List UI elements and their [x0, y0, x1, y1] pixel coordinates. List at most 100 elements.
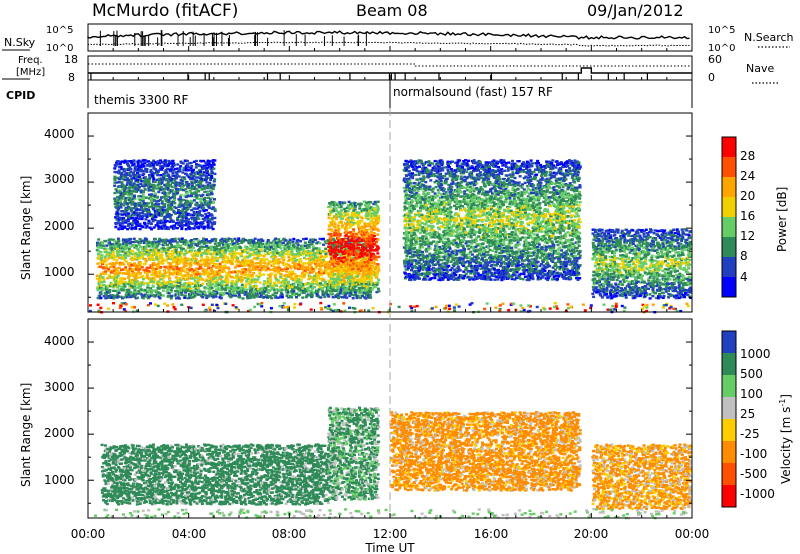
heatmap-cell — [220, 286, 224, 289]
heatmap-cell — [262, 283, 266, 286]
heatmap-cell — [127, 205, 130, 209]
heatmap-cell — [205, 255, 209, 258]
heatmap-cell — [250, 259, 254, 262]
heatmap-cell — [119, 201, 123, 204]
heatmap-cell — [282, 277, 286, 281]
heatmap-cell — [127, 178, 130, 182]
heatmap-cell — [120, 173, 123, 177]
heatmap-cell — [183, 256, 187, 260]
heatmap-cell — [124, 254, 127, 257]
heatmap-cell — [145, 274, 149, 277]
heatmap-cell — [108, 241, 112, 244]
heatmap-cell — [220, 240, 224, 243]
heatmap-cell — [222, 243, 226, 247]
heatmap-cell — [279, 296, 283, 299]
heatmap-cell — [226, 239, 230, 242]
heatmap-cell — [210, 192, 214, 196]
heatmap-cell — [129, 282, 133, 285]
heatmap-cell — [152, 251, 156, 254]
heatmap-cell — [309, 289, 313, 293]
heatmap-cell — [134, 252, 138, 255]
heatmap-cell — [186, 243, 189, 247]
heatmap-cell — [316, 264, 320, 267]
heatmap-cell — [172, 271, 176, 274]
heatmap-cell — [193, 173, 197, 176]
nave-trace — [88, 63, 692, 67]
heatmap-cell — [257, 238, 261, 242]
heatmap-cell — [147, 245, 151, 248]
heatmap-cell — [100, 281, 104, 284]
heatmap-cell — [258, 272, 262, 275]
heatmap-cell — [307, 277, 311, 281]
heatmap-cell — [123, 277, 127, 281]
heatmap-cell — [244, 270, 248, 273]
heatmap-cell — [311, 240, 315, 243]
heatmap-cell — [219, 266, 223, 269]
heatmap-cell — [266, 263, 270, 267]
heatmap-cell — [121, 242, 125, 245]
heatmap-cell — [229, 292, 232, 295]
heatmap-cell — [226, 256, 230, 259]
heatmap-cell — [170, 243, 173, 246]
heatmap-cell — [152, 241, 156, 244]
heatmap-cell — [146, 296, 150, 300]
heatmap-cell — [313, 286, 317, 289]
heatmap-cell — [164, 274, 168, 278]
heatmap-cell — [212, 163, 216, 166]
heatmap-cell — [234, 294, 237, 297]
heatmap-cell — [190, 249, 193, 252]
heatmap-cell — [244, 283, 248, 286]
heatmap-cell — [129, 237, 132, 241]
heatmap-cell — [259, 294, 263, 297]
heatmap-cell — [351, 219, 355, 222]
heatmap-cell — [175, 287, 179, 290]
heatmap-cell — [174, 276, 178, 279]
heatmap-cell — [152, 281, 156, 284]
heatmap-cell — [131, 264, 135, 267]
heatmap-cell — [274, 273, 278, 276]
heatmap-cell — [272, 243, 276, 246]
heatmap-cell — [295, 258, 299, 262]
heatmap-cell — [293, 286, 297, 289]
heatmap-cell — [199, 284, 203, 287]
heatmap-cell — [243, 293, 247, 296]
heatmap-cell — [127, 275, 131, 278]
heatmap-cell — [177, 251, 181, 254]
heatmap-cell — [175, 263, 179, 266]
heatmap-cell — [302, 237, 305, 241]
heatmap-cell — [99, 244, 103, 247]
heatmap-cell — [144, 276, 148, 280]
heatmap-cell — [273, 245, 276, 248]
heatmap-cell — [211, 270, 215, 273]
heatmap-cell — [124, 256, 128, 260]
heatmap-cell — [244, 259, 248, 262]
heatmap-cell — [156, 244, 160, 247]
heatmap-cell — [120, 227, 124, 231]
heatmap-cell — [308, 254, 312, 257]
heatmap-cell — [321, 250, 325, 253]
heatmap-cell — [198, 293, 202, 296]
heatmap-cell — [303, 269, 307, 273]
heatmap-cell — [215, 244, 219, 248]
heatmap-cell — [164, 174, 167, 177]
heatmap-cell — [138, 227, 142, 231]
heatmap-cell — [319, 268, 323, 271]
heatmap-cell — [276, 279, 280, 282]
heatmap-cell — [250, 291, 254, 294]
heatmap-cell — [311, 255, 314, 259]
heatmap-cell — [190, 277, 194, 280]
heatmap-cell — [158, 269, 162, 272]
heatmap-cell — [330, 293, 334, 296]
heatmap-cell — [157, 240, 161, 243]
heatmap-cell — [324, 250, 327, 253]
heatmap-cell — [183, 178, 187, 181]
heatmap-cell — [102, 284, 106, 287]
heatmap-cell — [313, 274, 317, 277]
heatmap-cell — [127, 216, 131, 219]
heatmap-cell — [179, 165, 183, 168]
heatmap-cell — [327, 271, 330, 274]
heatmap-cell — [314, 255, 318, 258]
heatmap-cell — [179, 278, 183, 282]
heatmap-cell — [306, 265, 310, 269]
heatmap-cell — [312, 259, 316, 262]
